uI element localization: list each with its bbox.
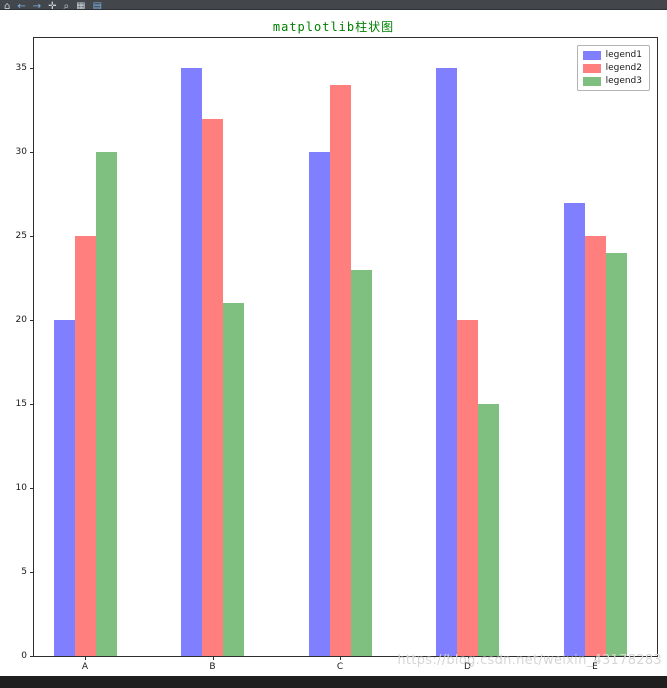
home-icon[interactable]: ⌂	[4, 1, 11, 10]
x-tick-label: C	[336, 662, 344, 672]
y-tick-label: 5	[21, 567, 27, 578]
x-tick-mark	[340, 656, 341, 660]
bar-legend1-E	[563, 202, 585, 656]
legend-swatch	[582, 76, 601, 86]
legend-entry-legend3: legend3	[582, 76, 642, 86]
x-tick-label: E	[592, 662, 598, 672]
y-tick-label: 25	[15, 231, 27, 242]
figure-toolbar: ⌂ ← → ✛ ⌕ ▦ ▤	[0, 0, 667, 10]
y-tick-mark	[30, 404, 34, 406]
legend-swatch	[582, 50, 601, 60]
legend-label: legend2	[605, 63, 642, 73]
bar-legend3-C	[350, 269, 372, 656]
x-tick-label: A	[81, 662, 89, 672]
plot-area: legend1 legend2 legend3 0 5 10 15 20 25 30 35 A B C D…	[16, 37, 658, 672]
save-icon[interactable]: ▤	[92, 1, 103, 10]
y-tick-label: 35	[15, 63, 27, 74]
y-tick-label: 30	[15, 147, 27, 158]
y-tick-label: 15	[15, 399, 27, 410]
bar-legend1-D	[436, 68, 457, 656]
subplots-icon[interactable]: ▦	[76, 1, 86, 10]
pan-icon[interactable]: ✛	[48, 1, 57, 10]
bar-legend1-C	[308, 152, 330, 656]
y-tick-mark	[30, 572, 34, 574]
legend-label: legend3	[605, 76, 642, 86]
legend-label: legend1	[605, 50, 642, 60]
y-tick-mark	[30, 152, 34, 154]
bar-legend2-C	[329, 85, 351, 656]
y-tick-mark	[30, 68, 34, 70]
bar-legend3-B	[223, 303, 244, 656]
bar-legend1-A	[53, 320, 75, 656]
y-tick-mark	[30, 488, 34, 490]
y-tick-label: 10	[15, 483, 27, 494]
back-icon[interactable]: ←	[17, 1, 26, 10]
legend-entry-legend1: legend1	[582, 50, 642, 60]
legend: legend1 legend2 legend3	[576, 45, 650, 91]
chart-title: matplotlib柱状图	[272, 20, 395, 34]
x-tick-label: B	[209, 662, 216, 672]
bar-legend2-D	[457, 320, 478, 656]
bar-legend1-B	[181, 68, 202, 656]
bar-legend3-E	[605, 252, 627, 656]
x-tick-mark	[212, 656, 214, 660]
bottom-status-bar	[0, 676, 667, 688]
y-tick-mark	[30, 656, 34, 657]
figure-canvas: matplotlib柱状图 legend1 legend2 legend3 0 5 10…	[0, 10, 667, 676]
x-tick-label: D	[464, 662, 471, 672]
bar-legend2-E	[584, 236, 606, 656]
x-tick-mark	[85, 656, 86, 660]
legend-swatch	[582, 63, 601, 73]
y-tick-mark	[30, 320, 34, 322]
bar-legend2-B	[202, 118, 223, 656]
y-tick-label: 20	[15, 315, 27, 326]
bar-legend2-A	[74, 236, 96, 656]
forward-icon[interactable]: →	[32, 1, 42, 10]
y-tick-label: 0	[21, 651, 27, 661]
x-tick-mark	[467, 656, 469, 660]
bar-legend3-A	[95, 152, 117, 656]
zoom-icon[interactable]: ⌕	[63, 1, 70, 10]
legend-entry-legend2: legend2	[582, 63, 642, 73]
y-tick-mark	[30, 236, 34, 238]
bar-legend3-D	[478, 404, 499, 656]
x-tick-mark	[595, 656, 596, 660]
